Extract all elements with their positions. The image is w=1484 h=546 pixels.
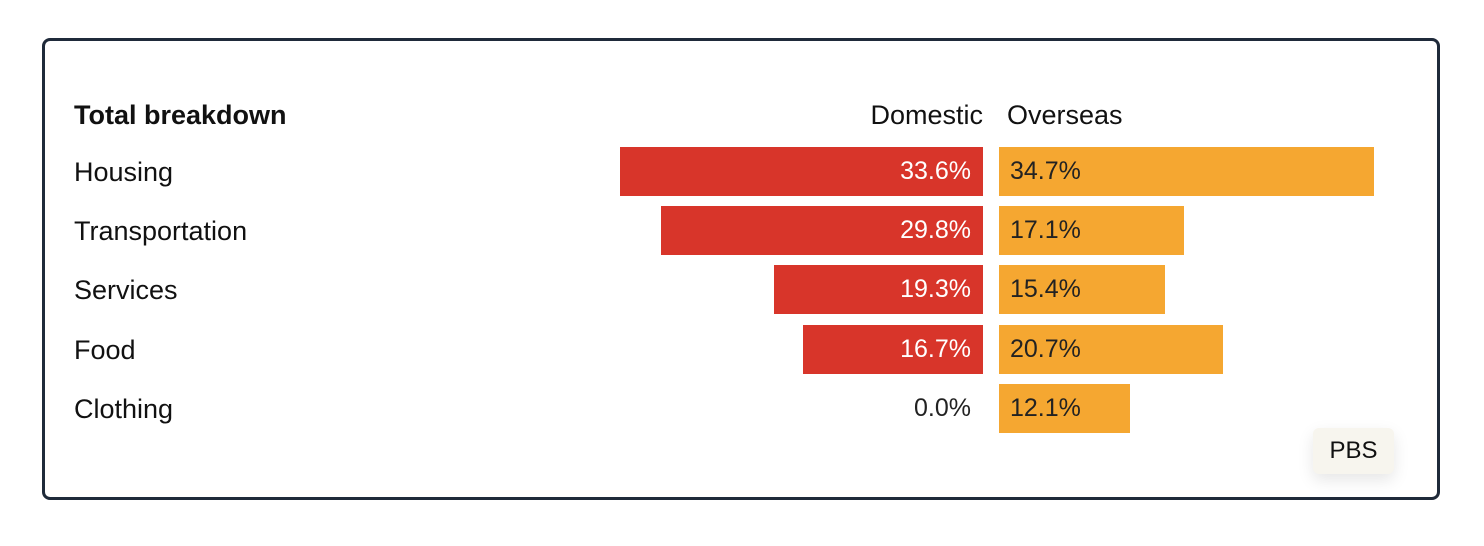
category-label: Clothing — [74, 393, 174, 424]
bar-overseas[interactable] — [999, 383, 1130, 433]
value-label-domestic: 19.3% — [900, 275, 971, 304]
value-label-overseas: 15.4% — [1010, 275, 1081, 304]
value-label-domestic: 16.7% — [900, 334, 971, 363]
bar-domestic[interactable] — [661, 206, 983, 256]
category-label: Transportation — [74, 216, 248, 247]
value-label-overseas: 20.7% — [1010, 334, 1081, 363]
value-label-domestic: 29.8% — [900, 216, 971, 245]
chart-card — [42, 38, 1440, 500]
value-label-overseas: 12.1% — [1010, 393, 1081, 422]
source-badge[interactable]: PBS — [1313, 428, 1394, 474]
column-header-domestic: Domestic — [870, 100, 983, 130]
bar-domestic[interactable] — [774, 265, 983, 315]
table-title: Total breakdown — [74, 100, 287, 130]
value-label-overseas: 34.7% — [1010, 157, 1081, 185]
bar-overseas[interactable] — [999, 147, 1374, 196]
bar-overseas[interactable] — [999, 206, 1184, 256]
column-header-overseas: Overseas — [1007, 100, 1123, 130]
category-label: Services — [74, 275, 178, 306]
bar-overseas[interactable] — [999, 265, 1166, 315]
category-label: Housing — [74, 157, 174, 187]
value-label-domestic: 33.6% — [900, 157, 971, 185]
category-label: Food — [74, 334, 136, 365]
value-label-overseas: 17.1% — [1010, 216, 1081, 245]
bar-domestic[interactable] — [620, 147, 983, 196]
bar-overseas[interactable] — [999, 324, 1223, 374]
bar-domestic[interactable] — [802, 324, 983, 374]
value-label-domestic: 0.0% — [914, 393, 971, 422]
